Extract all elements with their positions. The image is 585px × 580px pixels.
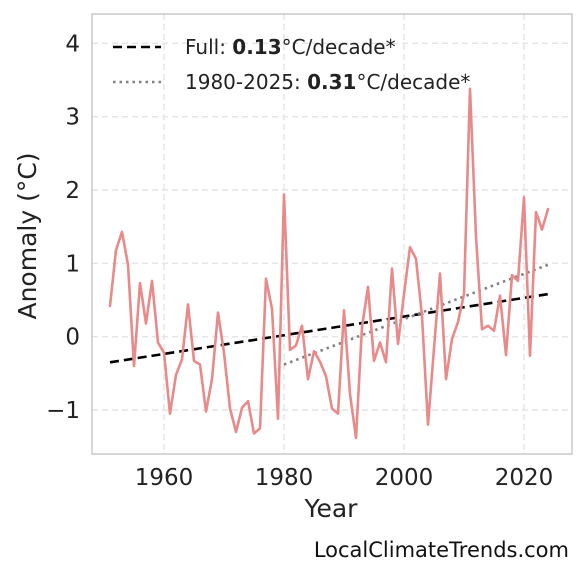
y-tick-label: 2 [65,178,80,204]
legend-suffix-full: °C/decade* [282,35,396,59]
legend-rate-recent: 0.31 [307,70,356,94]
legend-prefix-full: Full: [185,35,232,59]
plot-frame [91,13,573,455]
tick-labels: 1960 1980 2000 2020 4 3 2 1 0 −1 [46,31,553,491]
y-axis-label: Anomaly (°C) [13,152,42,319]
x-tick-label: 2020 [495,465,554,491]
legend-suffix-recent: °C/decade* [356,70,470,94]
x-tick-label: 1980 [255,465,314,491]
y-tick-label: 3 [65,105,80,131]
anomaly-series-line [108,87,550,440]
site-credit: LocalClimateTrends.com [313,538,569,562]
trend-line-recent [283,263,549,366]
y-tick-label: 4 [65,31,80,57]
y-tick-label: −1 [46,398,80,424]
y-tick-label: 1 [65,251,80,277]
legend-entry-full: Full: 0.13°C/decade* [185,35,396,59]
x-axis-label: Year [304,494,359,523]
x-tick-label: 2000 [375,465,434,491]
legend-rate-full: 0.13 [232,35,281,59]
y-tick-label: 0 [65,325,80,351]
data-series [108,87,550,440]
x-tick-label: 1960 [135,465,194,491]
legend-entry-recent: 1980-2025: 0.31°C/decade* [185,70,470,94]
legend-prefix-recent: 1980-2025: [185,70,307,94]
legend: Full: 0.13°C/decade* 1980-2025: 0.31°C/d… [113,35,470,94]
